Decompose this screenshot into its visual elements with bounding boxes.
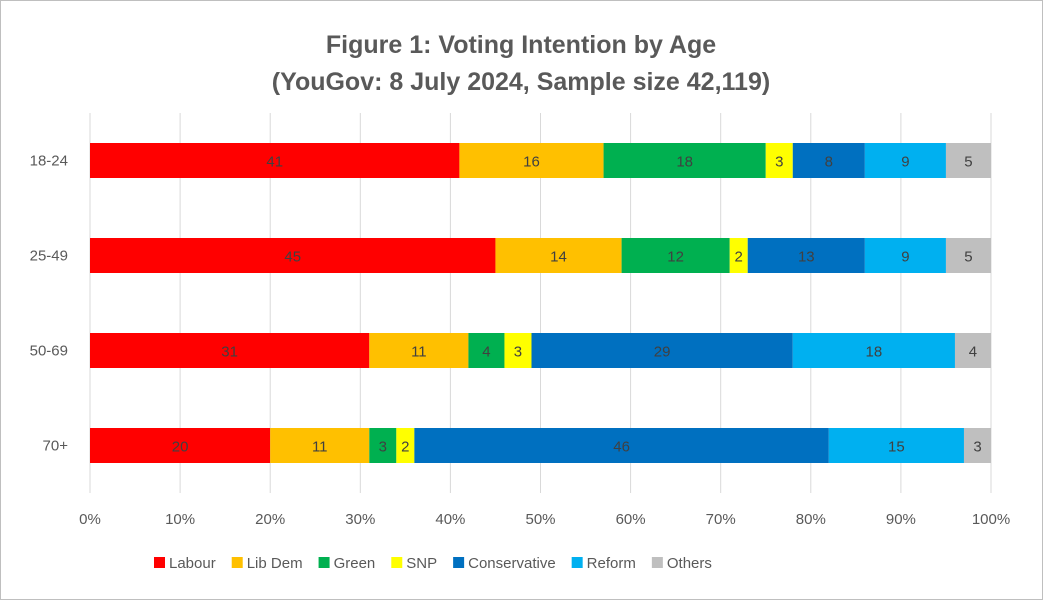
data-label: 12 (667, 249, 684, 266)
data-label: 11 (411, 344, 427, 361)
legend-item: Green (318, 555, 376, 572)
category-label: 18-24 (30, 153, 68, 170)
data-label: 18 (676, 154, 693, 171)
bar-segment-green (603, 143, 766, 178)
bar-segment-lib-dem (270, 428, 370, 463)
bar-segment-others (945, 238, 991, 273)
data-label: 4 (969, 344, 977, 361)
data-label: 3 (973, 439, 981, 456)
data-label: 9 (901, 249, 909, 266)
category-label: 25-49 (30, 248, 68, 265)
bar-segment-reform (792, 333, 955, 368)
bar-segment-lib-dem (369, 333, 469, 368)
bar-segment-snp (396, 428, 415, 463)
data-label: 31 (221, 344, 238, 361)
category-label: 50-69 (30, 343, 68, 360)
legend-swatch (318, 557, 330, 568)
legend-label: Conservative (468, 555, 556, 572)
bar-segment-snp (765, 143, 793, 178)
data-label: 41 (266, 154, 283, 171)
legend-swatch (651, 557, 663, 568)
chart-title: Figure 1: Voting Intention by Age (326, 31, 716, 59)
bar-segment-labour (90, 428, 271, 463)
data-label: 20 (172, 439, 189, 456)
x-tick-label: 20% (255, 511, 285, 528)
bar-segment-lib-dem (495, 238, 622, 273)
data-label: 3 (514, 344, 522, 361)
bar-segment-conservative (414, 428, 829, 463)
legend-item: Labour (154, 555, 216, 572)
data-label: 4 (482, 344, 490, 361)
x-tick-label: 100% (972, 511, 1010, 528)
legend-item: SNP (391, 555, 437, 572)
bar-segment-green (468, 333, 505, 368)
bar-segment-reform (828, 428, 964, 463)
bar-segment-others (945, 143, 991, 178)
bar-segment-conservative (747, 238, 865, 273)
data-label: 8 (825, 154, 833, 171)
x-tick-label: 0% (79, 511, 101, 528)
x-tick-label: 40% (435, 511, 465, 528)
bar-segment-reform (864, 238, 946, 273)
legend-label: Lib Dem (247, 555, 303, 572)
bar-segment-others (954, 333, 991, 368)
data-label: 11 (312, 439, 328, 456)
chart-subtitle: (YouGov: 8 July 2024, Sample size 42,119… (272, 68, 770, 96)
data-label: 18 (866, 344, 883, 361)
x-tick-label: 10% (165, 511, 195, 528)
legend-label: Others (667, 555, 712, 572)
legend-item: Conservative (453, 555, 556, 572)
data-label: 2 (735, 249, 743, 266)
bar-segment-snp (504, 333, 532, 368)
legend-swatch (154, 557, 165, 568)
data-label: 45 (284, 249, 301, 266)
bar-segment-conservative (792, 143, 865, 178)
data-label: 3 (775, 154, 783, 171)
legend-item: Others (651, 555, 712, 572)
legend-swatch (391, 557, 403, 568)
bar-segment-labour (90, 333, 370, 368)
legend-swatch (453, 557, 465, 568)
data-label: 14 (550, 249, 567, 266)
x-tick-label: 90% (886, 511, 916, 528)
legend-label: Green (334, 555, 376, 572)
category-label: 70+ (43, 438, 69, 455)
legend-swatch (231, 557, 243, 568)
legend-item: Reform (571, 555, 636, 572)
x-tick-label: 50% (525, 511, 555, 528)
data-label: 13 (798, 249, 815, 266)
legend-label: Reform (587, 555, 636, 572)
legend-label: SNP (406, 555, 437, 572)
x-tick-label: 60% (616, 511, 646, 528)
bar-segment-others (963, 428, 991, 463)
x-tick-label: 30% (345, 511, 375, 528)
legend-swatch (571, 557, 583, 568)
data-label: 9 (901, 154, 909, 171)
bar-segment-labour (90, 143, 460, 178)
x-tick-label: 80% (796, 511, 826, 528)
bar-segment-green (621, 238, 730, 273)
legend-item: Lib Dem (231, 555, 303, 572)
bar-segment-lib-dem (459, 143, 604, 178)
data-label: 3 (379, 439, 387, 456)
data-label: 5 (964, 249, 972, 266)
bar-segment-labour (90, 238, 496, 273)
bar-segment-reform (864, 143, 946, 178)
data-label: 5 (964, 154, 972, 171)
data-label: 46 (613, 439, 630, 456)
data-label: 29 (654, 344, 671, 361)
data-label: 15 (888, 439, 905, 456)
bar-segment-snp (729, 238, 748, 273)
data-label: 16 (523, 154, 540, 171)
x-tick-label: 70% (706, 511, 736, 528)
bar-segment-conservative (531, 333, 793, 368)
legend-label: Labour (169, 555, 216, 572)
bar-segment-green (369, 428, 397, 463)
data-label: 2 (401, 439, 409, 456)
